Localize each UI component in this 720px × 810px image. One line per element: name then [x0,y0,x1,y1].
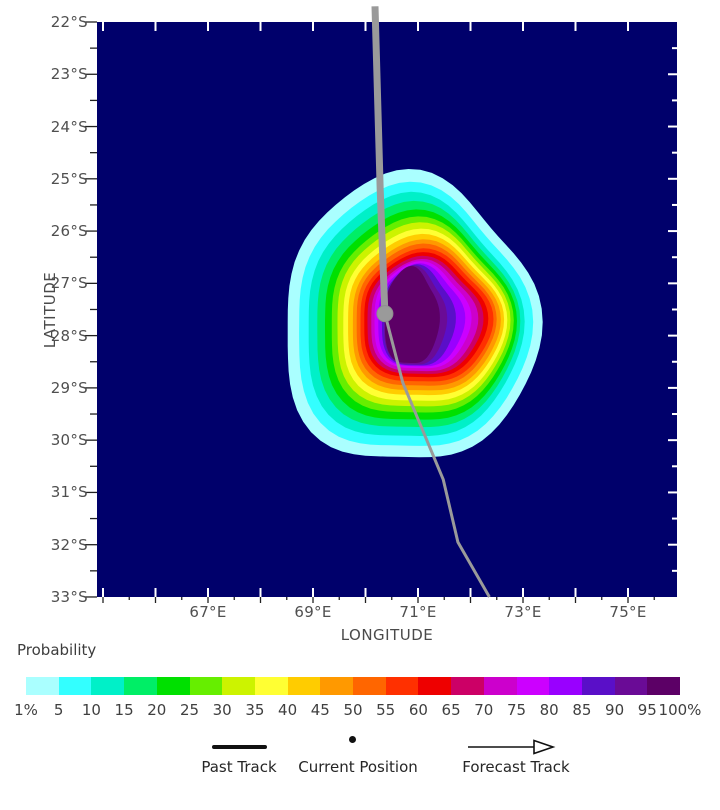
colorbar-segment [516,677,550,695]
lon-axis-title: LONGITUDE [340,626,434,644]
colorbar-tick-label: 1% [14,701,38,719]
colorbar-segment [451,677,484,695]
lon-tick-label: 69°E [294,603,332,621]
colorbar-tick-label: 55 [376,701,396,719]
past-track-label: Past Track [201,758,277,776]
colorbar-segment [353,677,386,695]
colorbar-tick-label: 65 [441,701,461,719]
colorbar-tick-label: 25 [179,701,200,719]
current-position-symbol [349,736,356,743]
past-track-line [371,6,389,314]
colorbar-tick-label: 10 [81,701,101,719]
lat-tick-label: 25°S [50,169,88,188]
lat-tick-label: 24°S [50,117,88,136]
lat-tick-label: 32°S [50,535,88,554]
current-position-label: Current Position [298,758,418,776]
colorbar-tick-label: 60 [408,701,428,719]
colorbar-tick-label: 75 [506,701,527,719]
forecast-track-symbol [468,739,556,755]
colorbar-segment [26,677,59,695]
lat-tick-label: 23°S [50,65,88,84]
lat-tick-label: 30°S [50,431,88,450]
past-track-symbol [212,745,267,749]
colorbar-segment [581,677,615,695]
colorbar-segment [58,677,92,695]
lat-tick-label: 28°S [50,326,88,345]
colorbar-tick-label: 85 [572,701,592,719]
colorbar-tick-label: 80 [539,701,559,719]
colorbar-segment [91,677,125,695]
colorbar-tick-label: 40 [278,701,298,719]
forecast-arrow-head [533,739,556,755]
colorbar-tick-label: 5 [53,701,64,719]
colorbar-tick-label: 15 [114,701,134,719]
colorbar-tick-label: 35 [245,701,265,719]
colorbar-tick-label: 70 [474,701,494,719]
lat-tick-label: 33°S [50,587,88,606]
colorbar-segment [189,677,223,695]
forecast-track-label: Forecast Track [462,758,570,776]
colorbar-tick-label: 90 [605,701,625,719]
colorbar-segment [385,677,419,695]
forecast-track-line [383,313,491,598]
colorbar-segment [418,677,452,695]
lat-tick-label: 27°S [50,274,88,293]
colorbar-segment [549,677,582,695]
current-position-dot [376,305,394,323]
colorbar-tick-label: 20 [147,701,167,719]
lat-tick-label: 22°S [50,13,88,31]
lon-tick-label: 71°E [399,603,437,621]
colorbar-segment [483,677,517,695]
lat-tick-label: 31°S [50,483,88,502]
colorbar-segment [287,677,321,695]
colorbar-segment [614,677,648,695]
colorbar-tick-label: 45 [310,701,330,719]
lat-tick-label: 26°S [50,222,88,241]
probability-label: Probability [17,641,97,659]
colorbar-segment [254,677,288,695]
map-canvas [85,6,677,603]
colorbar-segment [647,677,681,695]
lat-tick-label: 29°S [50,378,88,397]
colorbar-segment [156,677,190,695]
colorbar-tick-label: 50 [343,701,363,719]
lon-tick-label: 67°E [189,603,227,621]
colorbar-segment [222,677,255,695]
probability-colorbar [26,677,681,695]
colorbar-segment [124,677,157,695]
probability-contour-ring [384,266,440,363]
colorbar-tick-label: 95 [637,701,657,719]
colorbar-segment [320,677,354,695]
lon-tick-label: 75°E [609,603,647,621]
lon-tick-label: 73°E [504,603,542,621]
colorbar-tick-label: 100% [658,701,702,719]
colorbar-tick-label: 30 [212,701,232,719]
